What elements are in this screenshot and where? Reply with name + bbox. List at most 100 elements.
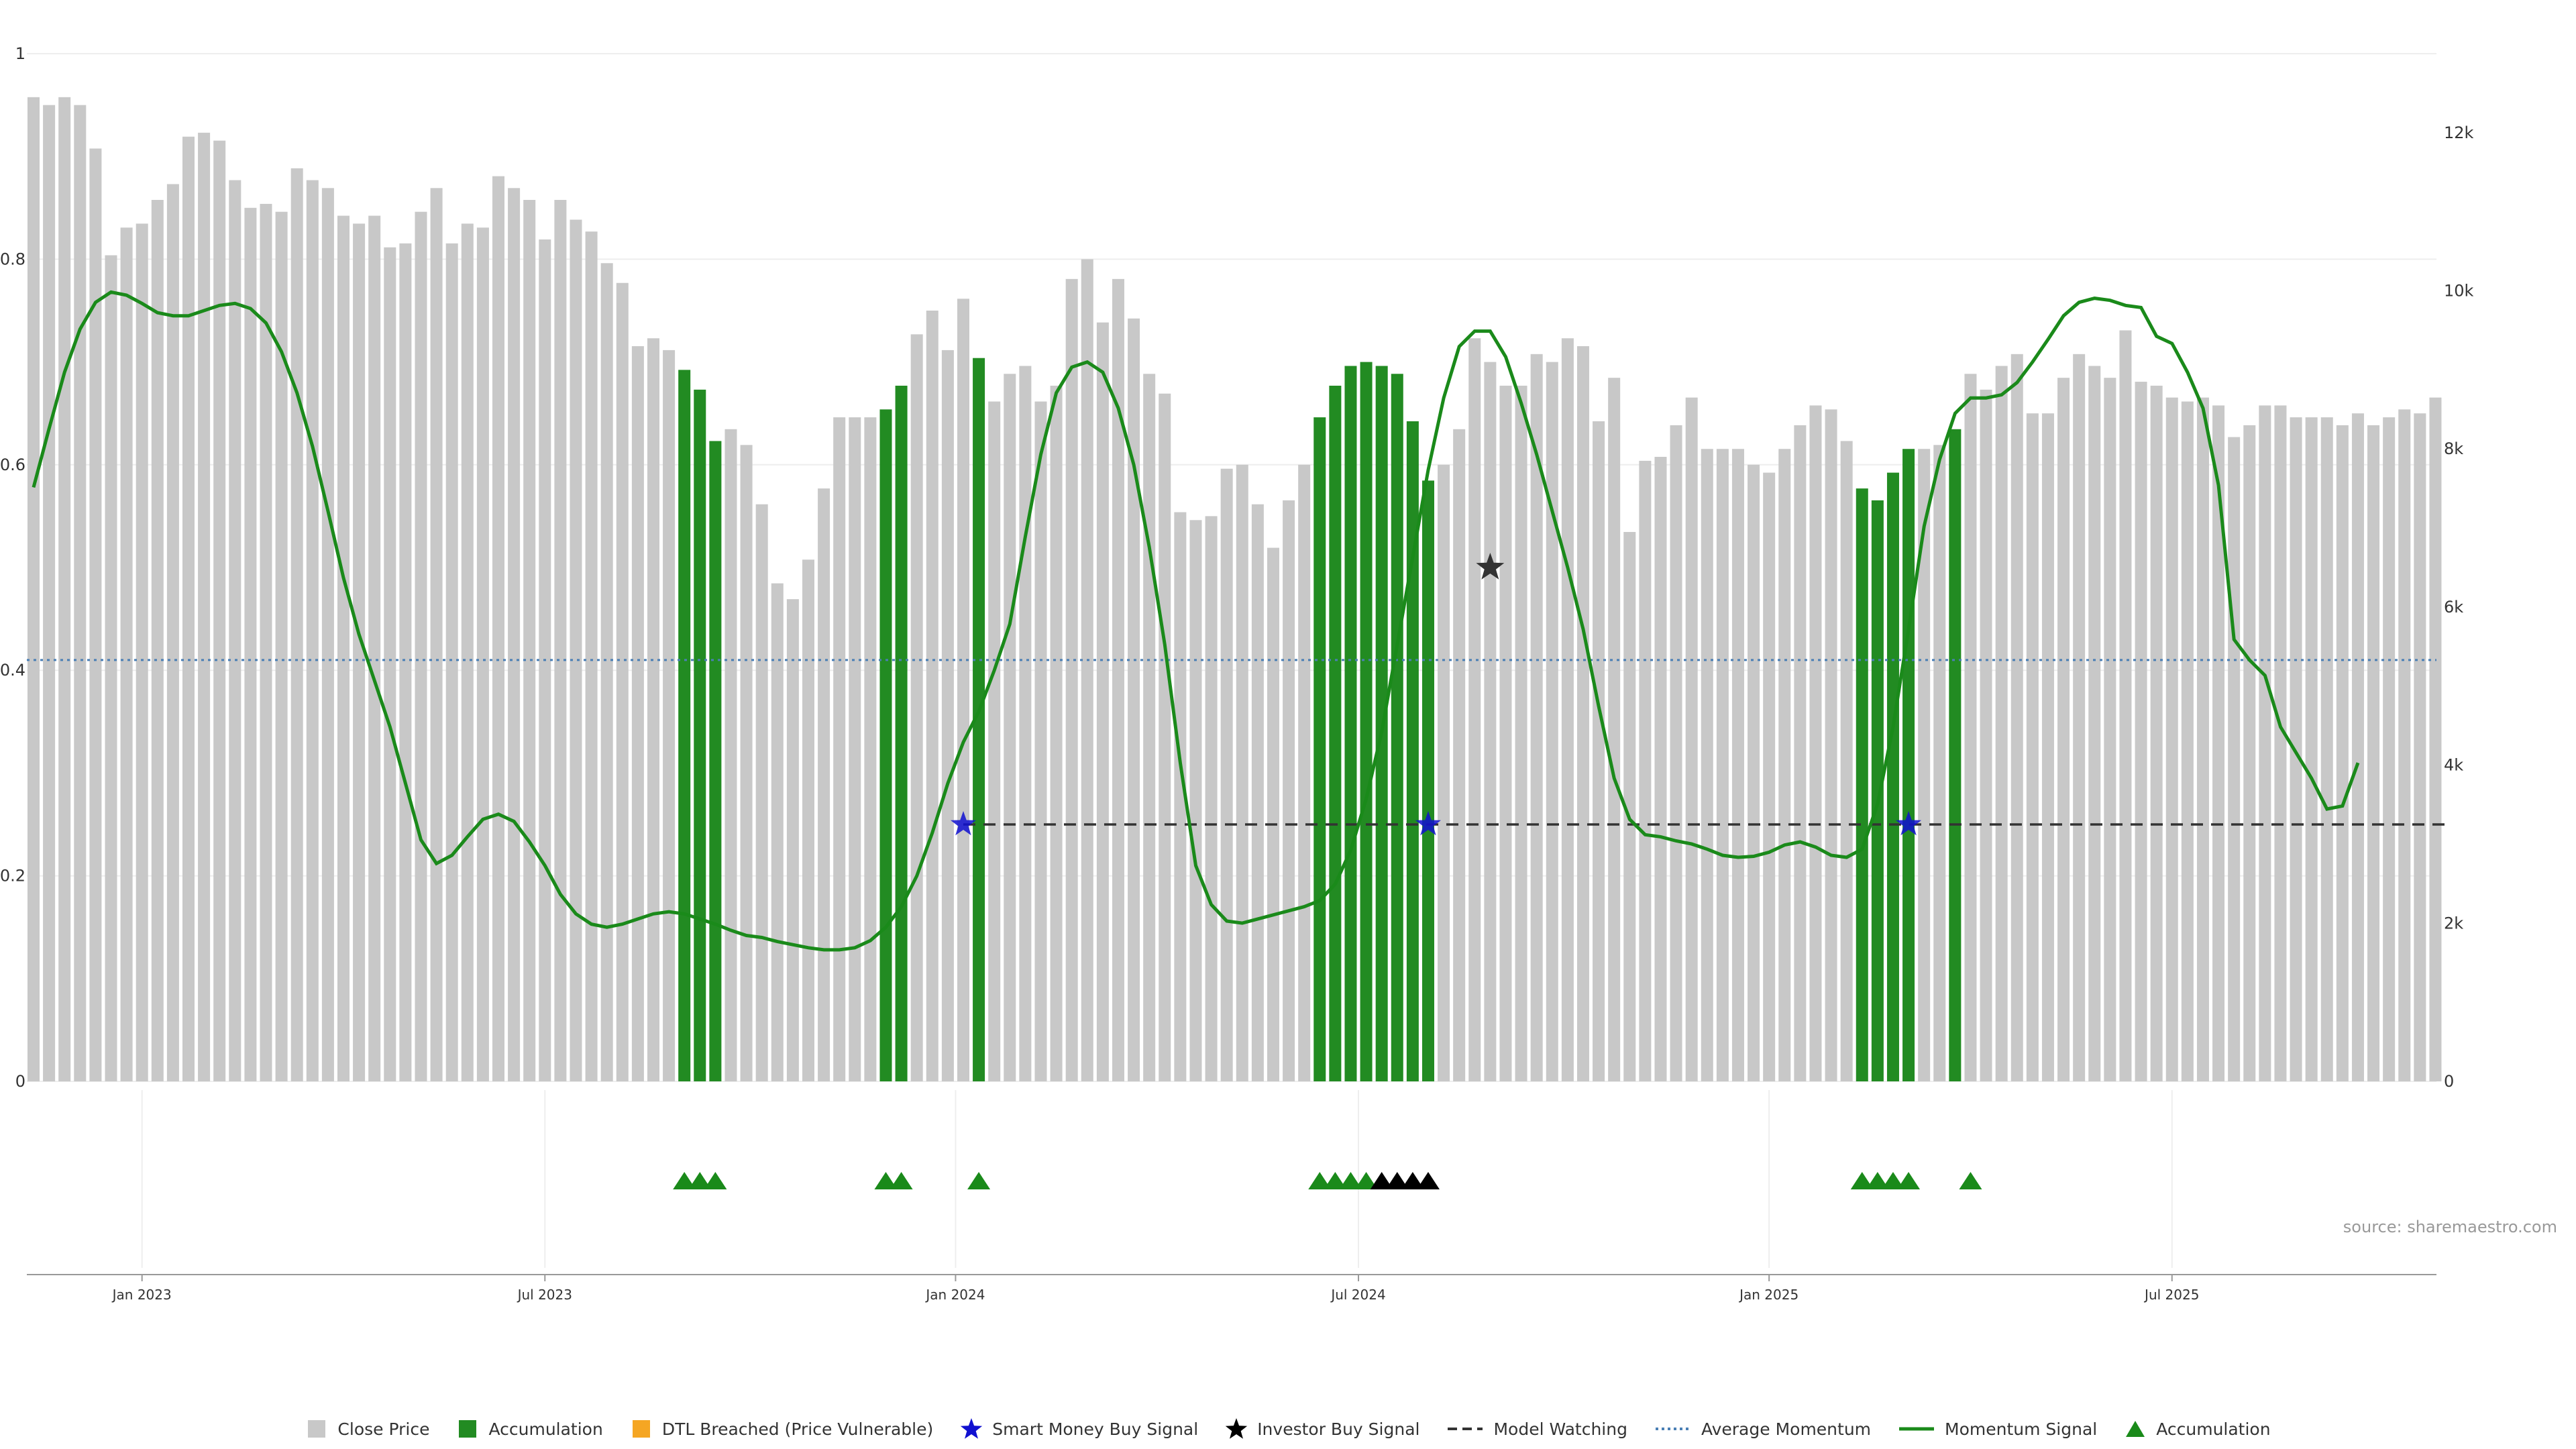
right-tick-label: 4k [2444,756,2463,775]
square-icon [632,1420,650,1438]
legend-item: Accumulation [456,1417,603,1440]
close-price-bar [1159,393,1171,1081]
close-price-bar [1933,445,1946,1081]
close-price-bar [1205,516,1218,1081]
smart-money-star-icon [1415,811,1441,836]
line-icon [1899,1427,1935,1431]
close-price-bar [1576,346,1589,1081]
close-price-bar [461,223,474,1081]
dot-icon [1655,1428,1690,1430]
close-price-bar [198,132,211,1081]
close-price-bar [1763,472,1776,1081]
right-tick-label: 12k [2444,123,2474,142]
source-label: source: sharemaestro.com [2343,1218,2557,1236]
accumulation-bar [1949,429,1962,1081]
x-tick-label: Jan 2025 [1738,1287,1799,1303]
legend-item: Average Momentum [1654,1417,1871,1440]
legend: Close Price Accumulation DTL Breached (Pri… [0,1409,2576,1449]
close-price-bar [229,180,241,1081]
accumulation-bar [1391,374,1403,1082]
accumulation-bar [1886,472,1899,1081]
close-price-bar [1251,504,1264,1081]
close-price-bar [2010,354,2023,1081]
left-tick-label: 0.6 [0,455,25,474]
close-price-bar [1267,547,1279,1081]
close-price-bar [1174,512,1187,1081]
close-price-bar [1685,397,1698,1081]
investor-triangle-icon [1416,1172,1440,1189]
momentum-signal-line [32,290,2360,952]
close-price-bar [771,583,784,1081]
close-price-bar [585,231,598,1082]
close-price-bar [2320,417,2333,1081]
smart-money-star-icon [951,811,976,836]
accumulation-bar [879,409,892,1081]
legend-label: Momentum Signal [1945,1419,2098,1439]
close-price-bar [957,299,969,1081]
left-tick-label: 1 [15,44,25,63]
close-price-bar [1065,278,1078,1081]
investor-triangle-icon [1370,1172,1393,1189]
close-price-bar [2104,378,2116,1082]
legend-label: Smart Money Buy Signal [992,1419,1199,1439]
accumulation-bar [1329,385,1342,1081]
accumulation-triangle-icon [704,1172,727,1189]
close-price-bar [1639,460,1652,1081]
close-price-bar [2243,425,2256,1081]
accumulation-bar [1406,421,1419,1081]
close-price-bar [2150,385,2163,1081]
legend-item: Close Price [305,1417,429,1440]
close-price-bar [166,184,179,1081]
close-price-bar [1112,278,1124,1081]
close-price-bar [818,488,830,1081]
close-price-bar [833,417,846,1081]
square-icon [308,1420,326,1438]
close-price-bar [1593,421,1605,1081]
legend-label: Close Price [337,1419,430,1439]
accumulation-bar [1360,362,1373,1081]
legend-swatch [459,1420,477,1438]
accumulation-triangle-icon [890,1172,913,1189]
close-price-bar [2196,397,2209,1081]
legend-item: Momentum Signal [1898,1417,2097,1440]
close-price-bar [1515,385,1527,1081]
close-price-bar [2414,413,2426,1081]
close-price-bar [2026,413,2039,1081]
star-icon [961,1418,983,1439]
close-price-bar [1918,449,1931,1081]
close-price-bar [1530,354,1543,1081]
close-price-bar [151,200,164,1081]
close-price-bar [1143,374,1156,1082]
star-icon [1225,1418,1248,1439]
close-price-bar [136,223,148,1081]
close-price-bar [2383,417,2396,1081]
close-price-bar [1608,378,1621,1082]
close-price-bar [1748,464,1760,1081]
close-price-bar [1096,322,1109,1082]
close-price-bar [43,105,56,1082]
close-price-bar [1050,385,1063,1081]
accumulation-bar [1421,480,1434,1081]
accumulation-triangle-icon [1866,1172,1889,1189]
close-price-bar [306,180,319,1081]
close-price-bar [430,188,443,1081]
close-price-bar [1019,366,1032,1081]
close-price-bar [2429,397,2442,1081]
close-price-bar [1484,362,1497,1081]
close-price-bar [2274,405,2287,1081]
left-tick-label: 0.2 [0,867,25,885]
close-price-bar [2259,405,2271,1081]
close-price-bar [2228,437,2241,1081]
legend-label: Average Momentum [1701,1419,1872,1439]
close-price-bar [1809,405,1822,1081]
accumulation-triangle-icon [1324,1172,1347,1189]
close-price-bar [570,219,582,1081]
close-price-bar [755,504,768,1081]
close-price-bar [802,559,814,1081]
close-price-bar [321,188,334,1081]
close-price-bar [1546,362,1558,1081]
close-price-bar [1004,374,1016,1082]
close-price-bar [353,223,366,1081]
left-tick-label: 0.4 [0,661,25,680]
